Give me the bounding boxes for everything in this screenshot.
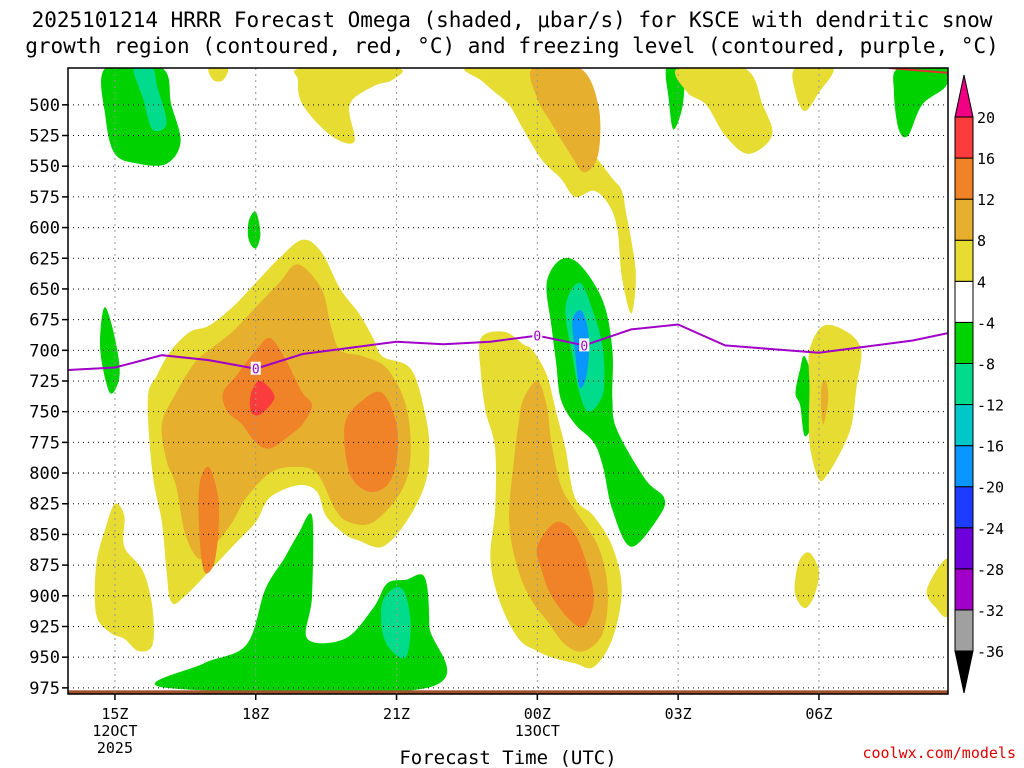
y-tick-label: 575 — [29, 188, 60, 208]
omega-region-15 — [529, 68, 601, 173]
y-tick-label: 550 — [29, 157, 60, 177]
y-tick-label: 925 — [29, 617, 60, 637]
omega-region-24 — [94, 503, 154, 652]
colorbar-label: 4 — [977, 273, 986, 291]
colorbar-swatch — [954, 362, 974, 406]
y-tick-label: 750 — [29, 403, 60, 423]
freezing-level-label: 0 — [580, 339, 588, 354]
colorbar-label: -24 — [977, 520, 1004, 538]
x-tick-label: 15Z — [101, 705, 128, 723]
omega-region-5 — [380, 587, 411, 659]
colorbar-swatch — [954, 404, 974, 447]
colorbar-swatch — [954, 157, 974, 200]
omega-region-29 — [820, 380, 829, 425]
colorbar-label: -36 — [977, 643, 1004, 661]
x-tick-label: 03Z — [665, 705, 692, 723]
contour-layer: 0 0 0 — [68, 68, 948, 378]
y-tick-label: 625 — [29, 249, 60, 269]
x-tick-year-label: 2025 — [97, 739, 133, 757]
y-tick-label: 725 — [29, 372, 60, 392]
colorbar-label: 8 — [977, 232, 986, 250]
x-tick-date-label: 12OCT — [92, 722, 137, 740]
axes-layer: 500 525 550 575 600 625 650 675 700 725 750 775 800 8… — [29, 67, 949, 768]
colorbar-label: -20 — [977, 479, 1004, 497]
colorbar-swatch — [954, 198, 974, 241]
y-tick-label: 800 — [29, 464, 60, 484]
freezing-label-bg-0 — [250, 361, 261, 375]
grid-layer — [68, 68, 948, 694]
colorbar: 20 16 12 8 4 -4 -8 -12 -16 -20 -24 -28 -32 -36 — [954, 74, 1004, 694]
dendritic-growth-contour — [889, 68, 948, 74]
freezing-level-line — [68, 323, 948, 371]
y-tick-label: 775 — [29, 433, 60, 453]
y-tick-label: 875 — [29, 556, 60, 576]
x-tick-label: 00Z — [524, 705, 551, 723]
y-tick-label: 950 — [29, 648, 60, 668]
omega-region-0 — [101, 68, 181, 166]
y-tick-label: 975 — [29, 679, 60, 699]
site-credit: coolwx.com/models — [862, 744, 1016, 762]
colorbar-swatch — [954, 239, 974, 282]
y-tick-label: 525 — [29, 127, 60, 147]
omega-region-30 — [794, 552, 820, 609]
y-tick-label: 825 — [29, 495, 60, 515]
omega-region-27 — [536, 521, 594, 628]
colorbar-swatch — [954, 280, 974, 323]
y-tick-label: 700 — [29, 341, 60, 361]
omega-region-4 — [154, 513, 448, 694]
colorbar-label: -4 — [977, 314, 995, 332]
x-tick-date-label: 13OCT — [515, 722, 560, 740]
colorbar-label: -12 — [977, 397, 1004, 415]
omega-region-13 — [293, 68, 403, 144]
y-tick-label: 650 — [29, 280, 60, 300]
colorbar-swatch — [954, 527, 974, 570]
colorbar-label: -32 — [977, 602, 1004, 620]
colorbar-swatch — [954, 609, 974, 652]
y-tick-label: 850 — [29, 525, 60, 545]
omega-region-21 — [344, 391, 399, 493]
y-tick-label: 600 — [29, 219, 60, 239]
omega-region-22 — [198, 466, 220, 574]
y-tick-label: 675 — [29, 311, 60, 331]
omega-region-16 — [674, 68, 773, 154]
omega-region-3 — [247, 211, 261, 249]
colorbar-label: 20 — [977, 109, 995, 127]
omega-region-1 — [133, 68, 167, 132]
freezing-label-bg-2 — [579, 338, 590, 352]
freezing-level-label: 0 — [533, 330, 541, 345]
colorbar-label: 12 — [977, 191, 995, 209]
colorbar-swatch — [954, 116, 974, 159]
chart-title-line-1: 2025101214 HRRR Forecast Omega (shaded, … — [31, 8, 993, 32]
freezing-level-label: 0 — [252, 363, 260, 378]
omega-shading-layer — [68, 68, 948, 694]
omega-region-12 — [208, 68, 229, 82]
colorbar-under-arrow — [954, 650, 974, 694]
colorbar-swatch — [954, 486, 974, 529]
freezing-label-bg-1 — [532, 328, 543, 342]
y-tick-label: 500 — [29, 96, 60, 116]
x-tick-label: 06Z — [805, 705, 832, 723]
colorbar-swatch — [954, 568, 974, 611]
x-axis-title: Forecast Time (UTC) — [399, 747, 616, 768]
omega-region-17 — [792, 68, 834, 111]
omega-region-23 — [249, 380, 275, 416]
colorbar-swatch — [954, 445, 974, 488]
x-tick-label: 18Z — [242, 705, 269, 723]
colorbar-label: -28 — [977, 561, 1004, 579]
omega-region-31 — [926, 558, 948, 618]
colorbar-label: -16 — [977, 438, 1004, 456]
omega-region-10 — [893, 68, 948, 138]
colorbar-label: 16 — [977, 150, 995, 168]
colorbar-swatch — [954, 321, 974, 364]
colorbar-label: -8 — [977, 355, 995, 373]
omega-region-2 — [99, 307, 120, 394]
terrain-surface — [68, 690, 948, 694]
colorbar-over-arrow — [954, 74, 974, 118]
chart-title-line-2: growth region (contoured, red, °C) and f… — [25, 34, 999, 58]
y-tick-label: 900 — [29, 587, 60, 607]
omega-region-11 — [665, 68, 685, 130]
omega-region-28 — [808, 324, 862, 482]
x-tick-label: 21Z — [383, 705, 410, 723]
